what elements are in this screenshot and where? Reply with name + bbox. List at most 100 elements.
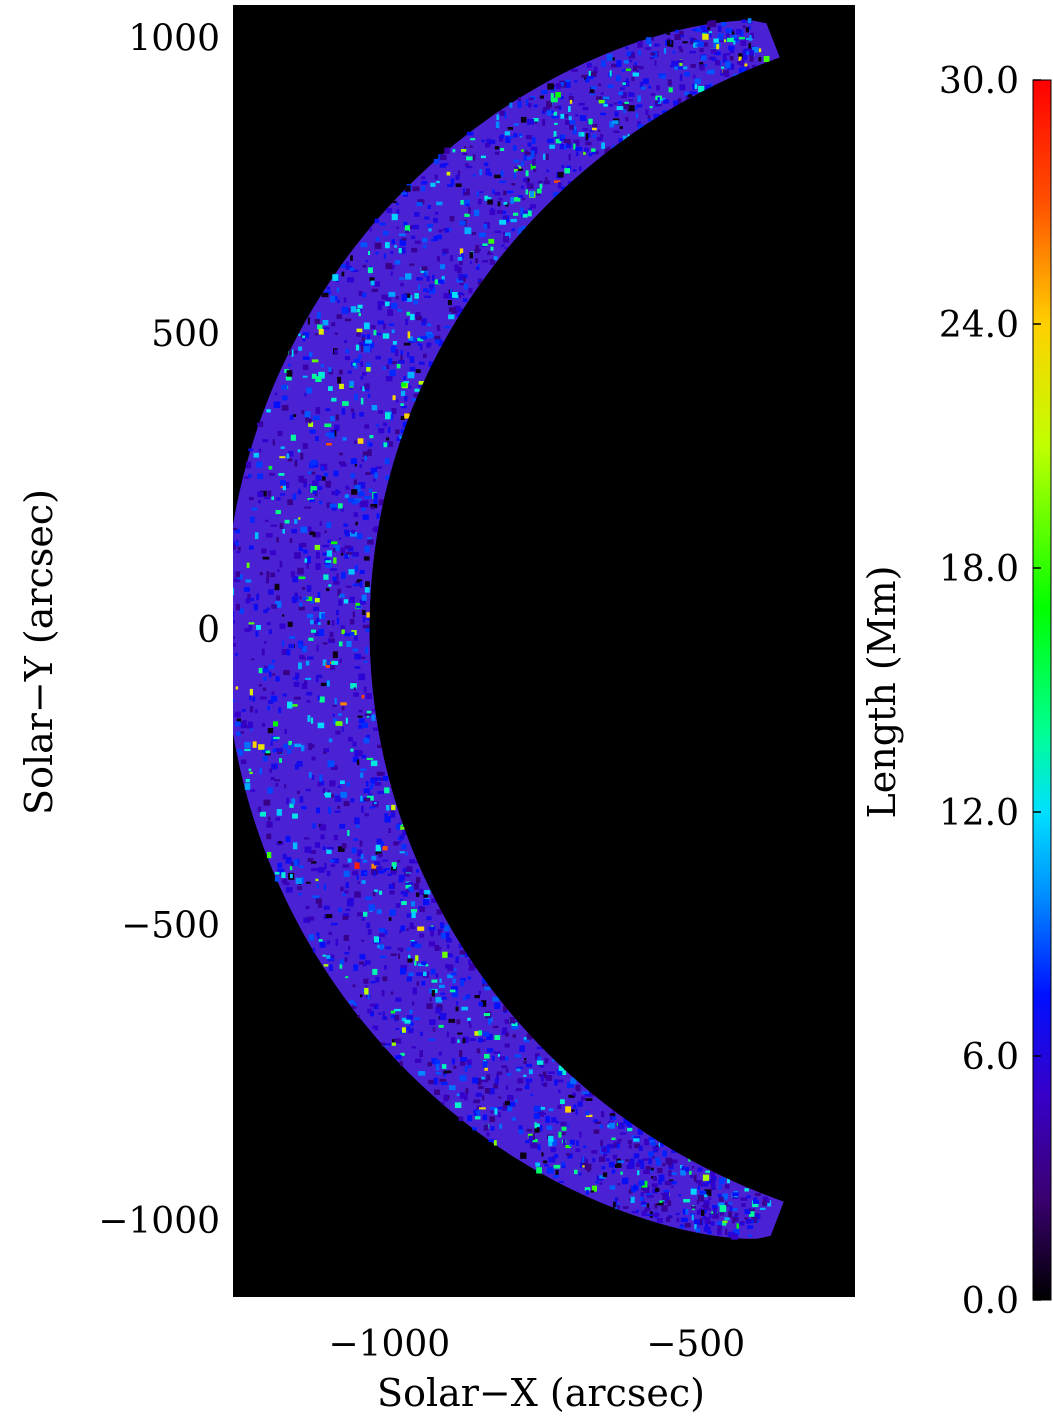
heatmap-cell	[448, 1085, 456, 1091]
heatmap-cell	[525, 1140, 530, 1144]
heatmap-cell	[369, 277, 375, 282]
heatmap-cell	[497, 1106, 503, 1110]
heatmap-cell	[733, 40, 736, 45]
heatmap-cell	[244, 476, 250, 479]
heatmap-cell	[332, 274, 339, 281]
heatmap-cell	[415, 861, 419, 864]
heatmap-cell	[343, 870, 350, 877]
heatmap-cell	[409, 859, 416, 864]
heatmap-cell	[269, 472, 275, 476]
heatmap-cell	[725, 1228, 728, 1235]
heatmap-cell	[405, 318, 408, 326]
heatmap-cell	[373, 330, 377, 336]
heatmap-cell	[625, 46, 629, 50]
heatmap-cell	[514, 166, 519, 170]
heatmap-cell	[460, 1059, 466, 1066]
heatmap-cell	[385, 263, 393, 269]
heatmap-cell	[302, 338, 306, 342]
heatmap-cell	[371, 863, 378, 870]
heatmap-cell	[306, 596, 313, 601]
heatmap-cell	[574, 80, 578, 83]
heatmap-cell	[417, 338, 424, 342]
heatmap-cell	[356, 605, 362, 609]
heatmap-cell	[291, 349, 294, 357]
heatmap-cell	[408, 886, 414, 892]
heatmap-cell	[443, 1094, 448, 1102]
heatmap-cell	[488, 1018, 492, 1025]
heatmap-cell	[455, 1006, 459, 1012]
heatmap-cell	[411, 338, 417, 343]
heatmap-cell	[573, 139, 580, 147]
heatmap-cell	[754, 1193, 761, 1196]
heatmap-cell	[317, 932, 320, 940]
heatmap-cell	[585, 1114, 593, 1117]
heatmap-cell	[525, 189, 528, 195]
heatmap-cell	[749, 35, 752, 41]
heatmap-cell	[488, 238, 495, 244]
heatmap-cell	[560, 1099, 565, 1104]
heatmap-cell	[729, 49, 735, 54]
heatmap-cell	[455, 174, 460, 180]
heatmap-cell	[440, 932, 446, 939]
heatmap-cell	[529, 1140, 533, 1147]
heatmap-cell	[647, 118, 652, 122]
heatmap-cell	[543, 1082, 547, 1087]
heatmap-cell	[701, 1182, 709, 1187]
heatmap-cell	[469, 963, 476, 969]
heatmap-cell	[376, 866, 383, 871]
heatmap-cell	[745, 1218, 752, 1224]
heatmap-cell	[426, 290, 431, 293]
heatmap-cell	[388, 917, 392, 921]
heatmap-cell	[304, 392, 307, 397]
heatmap-cell	[338, 461, 346, 465]
heatmap-cell	[396, 363, 401, 369]
heatmap-cell	[358, 482, 366, 489]
heatmap-cell	[478, 990, 482, 995]
heatmap-cell	[413, 883, 420, 890]
heatmap-cell	[439, 163, 446, 168]
heatmap-cell	[517, 1078, 524, 1084]
heatmap-cell	[315, 878, 319, 882]
heatmap-cell	[379, 928, 385, 933]
heatmap-cell	[673, 100, 679, 105]
heatmap-cell	[353, 358, 360, 363]
heatmap-cell	[317, 695, 320, 701]
heatmap-cell	[330, 429, 335, 433]
heatmap-cell	[266, 833, 272, 840]
heatmap-cell	[362, 514, 369, 520]
heatmap-cell	[569, 1139, 575, 1145]
heatmap-cell	[724, 1184, 730, 1189]
heatmap-cell	[361, 880, 366, 884]
heatmap-cell	[408, 336, 414, 341]
heatmap-cell	[536, 1046, 543, 1050]
heatmap-cell	[298, 544, 303, 552]
heatmap-cell	[341, 843, 347, 849]
heatmap-cell	[340, 507, 344, 512]
heatmap-cell	[627, 105, 635, 112]
heatmap-cell	[628, 99, 634, 102]
heatmap-cell	[744, 1217, 749, 1220]
heatmap-cell	[656, 1218, 663, 1223]
heatmap-cell	[412, 186, 420, 192]
heatmap-cell	[536, 1123, 540, 1127]
heatmap-cell	[353, 1002, 357, 1007]
heatmap-cell	[304, 411, 311, 418]
heatmap-cell	[324, 748, 329, 752]
heatmap-cell	[314, 544, 320, 550]
heatmap-cell	[302, 332, 310, 339]
heatmap-cell	[240, 759, 247, 765]
heatmap-cell	[551, 1156, 556, 1163]
heatmap-cell	[307, 317, 310, 325]
heatmap-cell	[465, 1088, 469, 1094]
heatmap-cell	[277, 569, 280, 573]
heatmap-cell	[407, 352, 410, 358]
heatmap-cell	[314, 631, 322, 637]
heatmap-cell	[723, 53, 731, 56]
heatmap-cell	[438, 279, 445, 284]
heatmap-cell	[270, 524, 277, 527]
heatmap-cell	[298, 606, 305, 611]
heatmap-cell	[238, 750, 244, 756]
heatmap-cell	[581, 74, 588, 78]
heatmap-cell	[721, 22, 727, 27]
heatmap-cell	[736, 1223, 739, 1229]
